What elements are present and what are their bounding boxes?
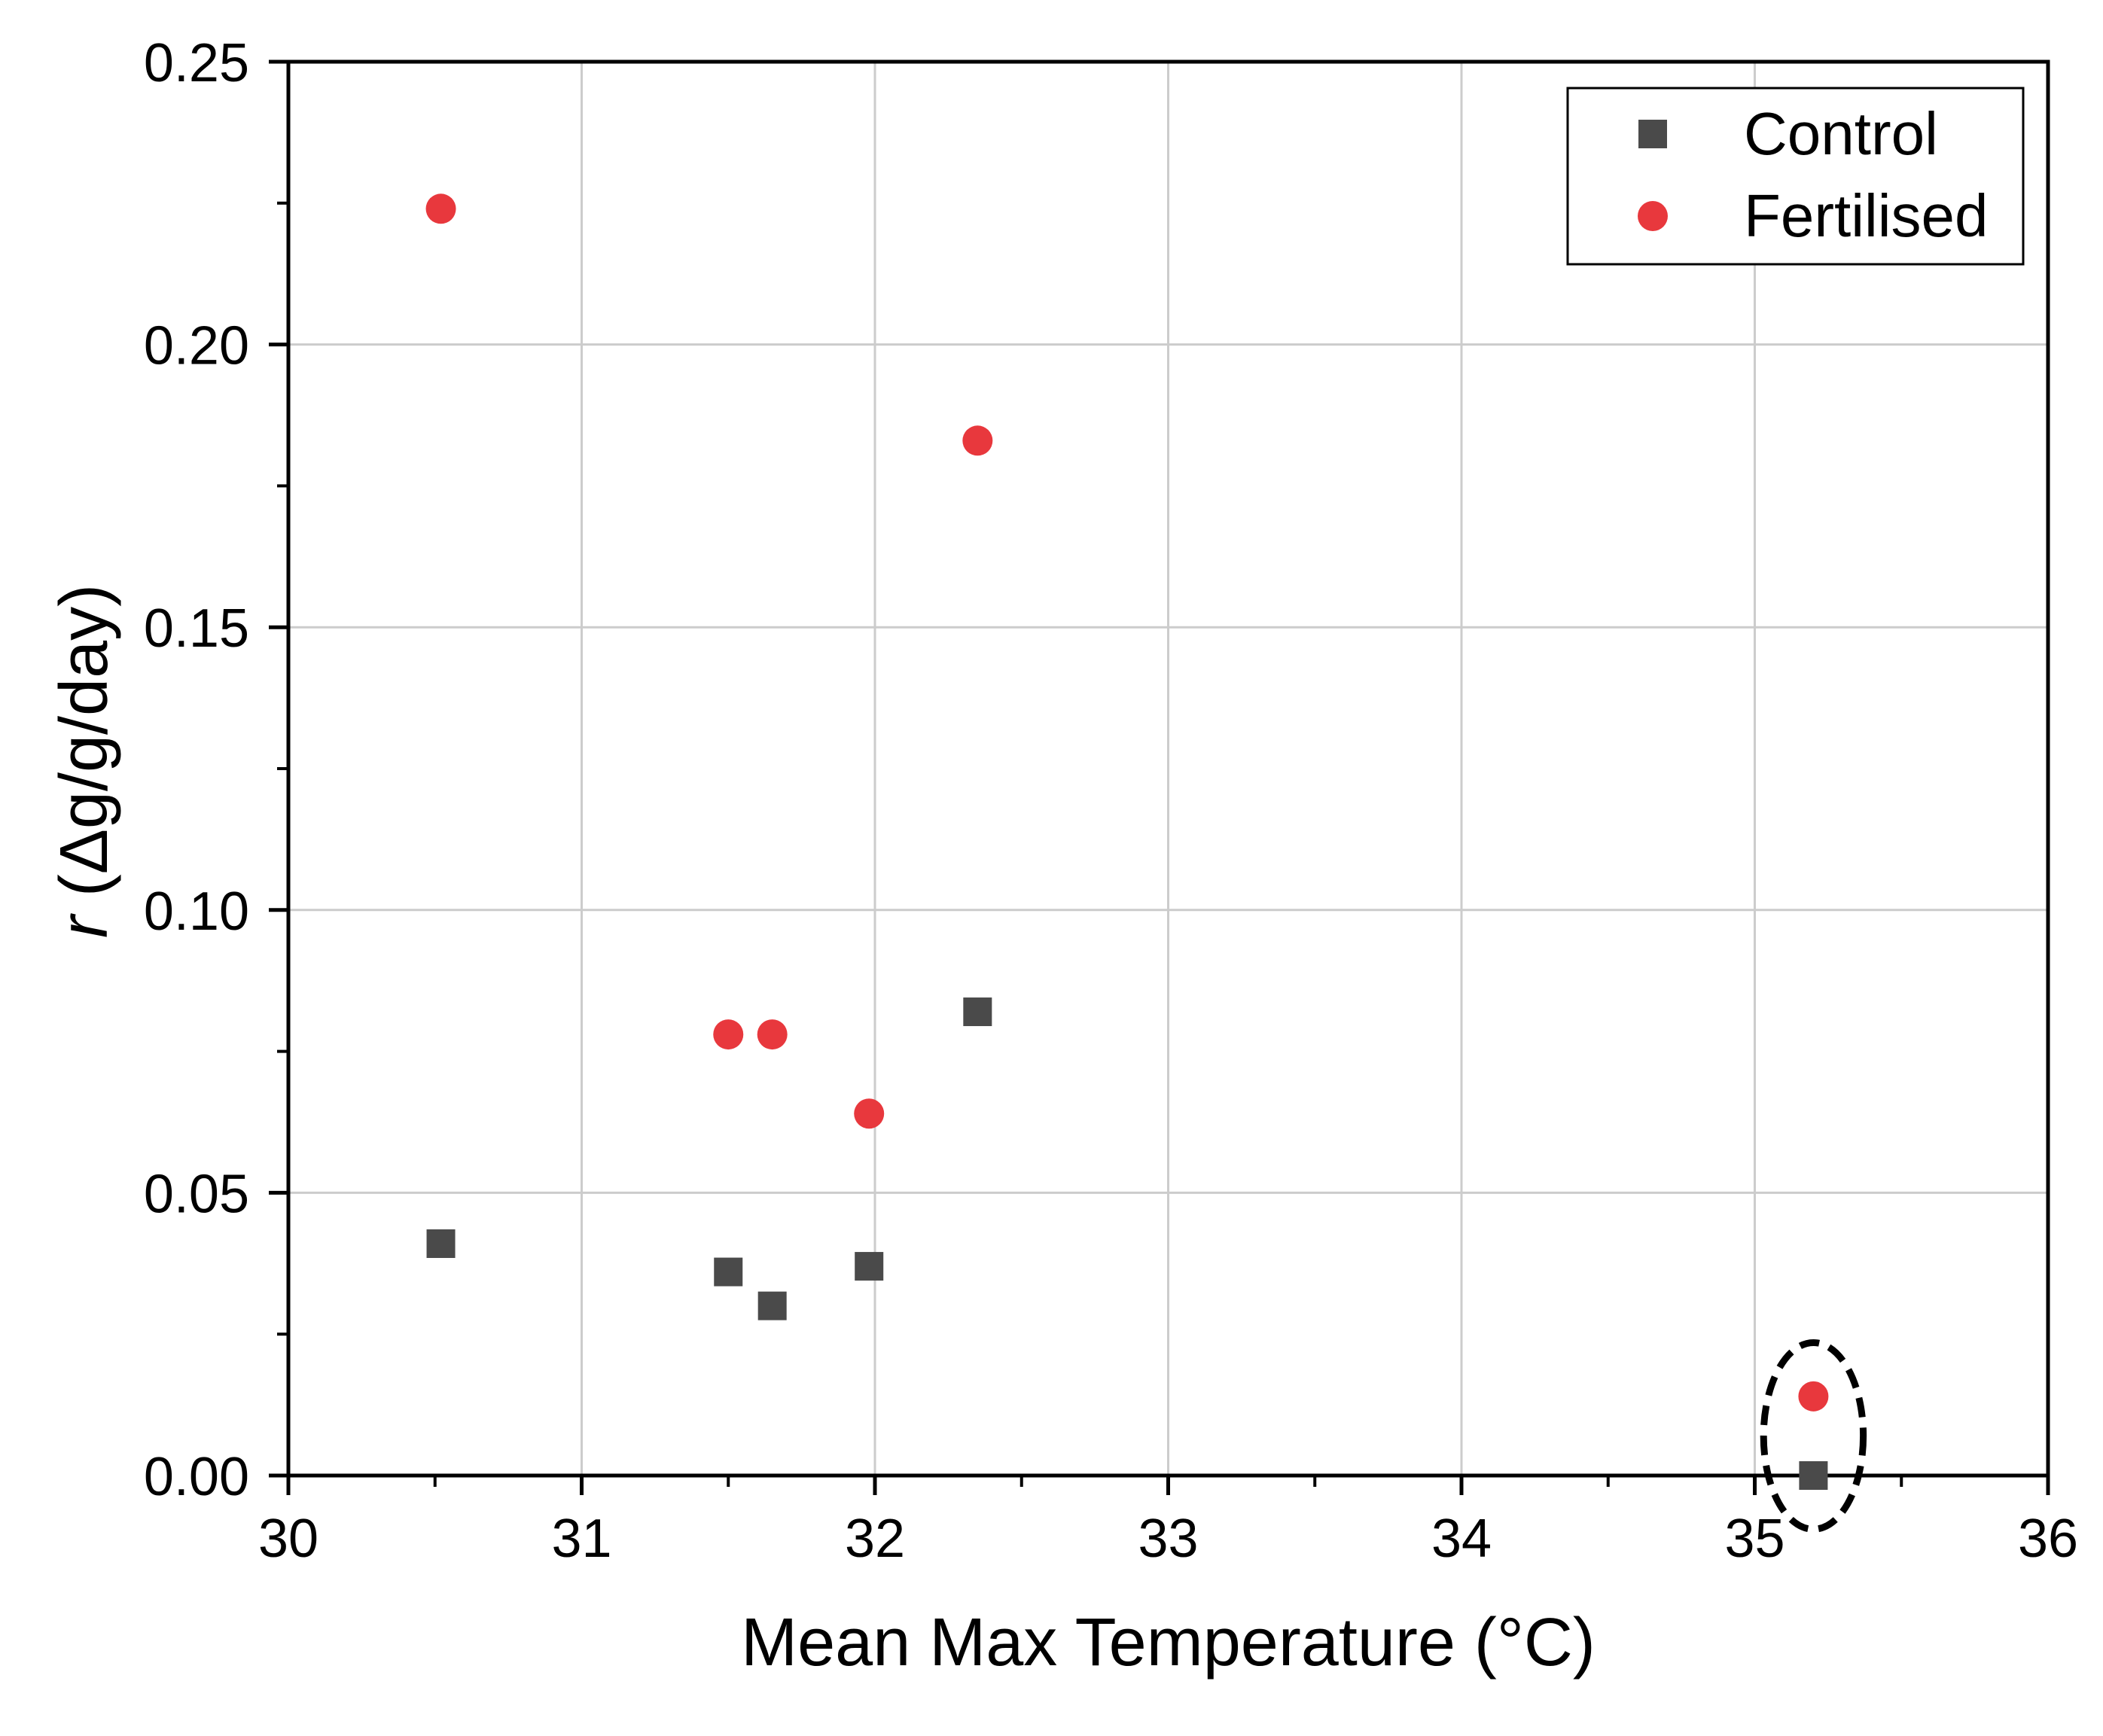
y-tick-label: 0.25 [144, 33, 249, 93]
x-tick-label: 31 [551, 1509, 611, 1569]
legend-label-fertilised: Fertilised [1744, 182, 1989, 249]
legend-marker-fertilised [1638, 201, 1668, 231]
x-tick-labels: 30 31 32 33 34 35 36 [258, 1509, 2078, 1569]
control-point [963, 997, 992, 1027]
fertilised-point [757, 1019, 788, 1050]
y-tick-label: 0.15 [144, 598, 249, 659]
fertilised-point [962, 425, 993, 456]
axis-ticks [269, 59, 2050, 1495]
x-tick-label: 33 [1138, 1509, 1198, 1569]
legend-marker-control [1638, 120, 1667, 148]
y-axis-label: r (Δg/g/day) [47, 584, 122, 938]
control-point [1799, 1461, 1828, 1490]
y-tick-label: 0.00 [144, 1447, 249, 1507]
fertilised-point [713, 1019, 744, 1050]
grid-lines [287, 60, 2050, 1477]
x-tick-label: 36 [2018, 1509, 2078, 1569]
plot-area-frame [286, 59, 2050, 1478]
minor-ticks [277, 201, 1903, 1487]
control-point [855, 1252, 884, 1281]
control-point [757, 1291, 787, 1320]
x-tick-label: 34 [1431, 1509, 1492, 1569]
control-point [426, 1229, 456, 1259]
y-tick-label: 0.10 [144, 882, 249, 942]
y-axis-label-symbol: r [47, 913, 122, 938]
x-tick-label: 35 [1724, 1509, 1785, 1569]
highlight-ellipse [1760, 1339, 1867, 1533]
fertilised-point [854, 1098, 885, 1129]
data-points [425, 193, 1829, 1490]
legend: Control Fertilised [1566, 87, 2025, 266]
x-axis-label: Mean Max Temperature (°C) [741, 1605, 1596, 1680]
annotations [1760, 1339, 1867, 1533]
fertilised-point [425, 193, 456, 224]
y-tick-labels: 0.00 0.05 0.10 0.15 0.20 0.25 [144, 33, 249, 1507]
x-tick-label: 32 [845, 1509, 905, 1569]
x-tick-label: 30 [258, 1509, 318, 1569]
legend-box [1566, 87, 2025, 266]
legend-label-control: Control [1744, 100, 1938, 167]
fertilised-point [1798, 1381, 1829, 1412]
y-tick-label: 0.20 [144, 316, 249, 376]
control-point [714, 1257, 743, 1287]
y-tick-label: 0.05 [144, 1164, 249, 1224]
y-axis-label-units: (Δg/g/day) [47, 584, 122, 915]
